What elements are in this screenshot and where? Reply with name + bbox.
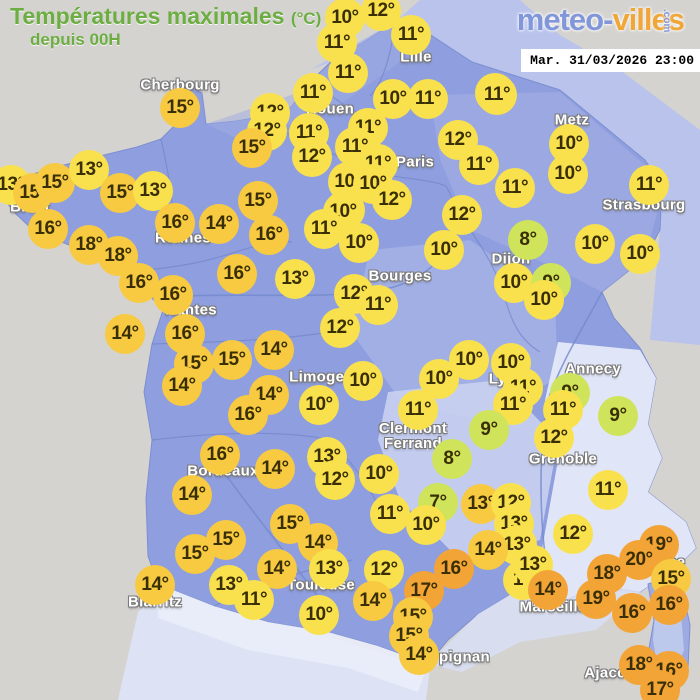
temp-marker-15: 15° — [232, 128, 272, 168]
temp-marker-12: 12° — [292, 137, 332, 177]
temp-marker-14: 14° — [528, 570, 568, 610]
temp-marker-15: 15° — [212, 340, 252, 380]
temp-marker-16: 16° — [249, 215, 289, 255]
temp-marker-15: 15° — [175, 534, 215, 574]
temp-marker-16: 16° — [200, 435, 240, 475]
temp-marker-10: 10° — [359, 454, 399, 494]
temp-marker-11: 11° — [408, 79, 448, 119]
temp-marker-17: 17° — [640, 670, 680, 700]
temp-marker-10: 10° — [373, 79, 413, 119]
temp-marker-13: 13° — [133, 171, 173, 211]
temp-marker-11: 11° — [304, 209, 344, 249]
temp-marker-14: 14° — [255, 449, 295, 489]
temp-marker-11: 11° — [234, 580, 274, 620]
temp-marker-16: 16° — [153, 275, 193, 315]
logo-part-blue: meteo- — [516, 2, 614, 37]
map-header: Températures maximales (°C) depuis 00H — [10, 4, 321, 50]
temp-marker-16: 16° — [649, 585, 689, 625]
temp-marker-10: 10° — [299, 595, 339, 635]
temp-marker-12: 12° — [320, 308, 360, 348]
temp-marker-11: 11° — [588, 470, 628, 510]
temp-marker-11: 11° — [629, 165, 669, 205]
temp-marker-13: 13° — [275, 259, 315, 299]
temp-marker-14: 14° — [353, 581, 393, 621]
temp-marker-14: 14° — [254, 330, 294, 370]
temp-marker-12: 12° — [534, 418, 574, 458]
temp-marker-10: 10° — [406, 505, 446, 545]
temp-marker-11: 11° — [358, 285, 398, 325]
city-label-cherbourg: Cherbourg — [140, 76, 220, 94]
temp-marker-10: 10° — [299, 385, 339, 425]
city-label-bourges: Bourges — [368, 267, 432, 285]
temp-marker-16: 16° — [28, 209, 68, 249]
temp-marker-14: 14° — [135, 565, 175, 605]
temp-marker-11: 11° — [328, 53, 368, 93]
temp-marker-10: 10° — [449, 340, 489, 380]
temp-marker-12: 12° — [442, 195, 482, 235]
temp-marker-16: 16° — [119, 263, 159, 303]
temp-marker-14: 14° — [105, 314, 145, 354]
temp-marker-14: 14° — [468, 530, 508, 570]
temp-marker-16: 16° — [217, 254, 257, 294]
page-title: Températures maximales (°C) — [10, 4, 321, 28]
temp-marker-16: 16° — [612, 593, 652, 633]
logo-dotcom: .com — [660, 9, 672, 33]
temp-marker-9: 9° — [469, 410, 509, 450]
temp-marker-15: 15° — [160, 88, 200, 128]
temp-marker-15: 15° — [238, 181, 278, 221]
temp-marker-11: 11° — [370, 494, 410, 534]
temp-marker-10: 10° — [548, 154, 588, 194]
temp-marker-12: 12° — [315, 460, 355, 500]
temp-marker-8: 8° — [508, 220, 548, 260]
meteo-villes-logo[interactable]: meteo-villes .com — [516, 2, 685, 38]
temp-marker-16: 16° — [434, 549, 474, 589]
temp-marker-14: 14° — [199, 204, 239, 244]
city-label-paris: Paris — [395, 153, 435, 171]
temp-marker-11: 11° — [495, 168, 535, 208]
temp-marker-10: 10° — [575, 224, 615, 264]
temp-marker-14: 14° — [162, 366, 202, 406]
temp-marker-16: 16° — [228, 395, 268, 435]
temp-marker-8: 8° — [432, 439, 472, 479]
logo-part-orange: villes — [612, 2, 685, 37]
temp-marker-10: 10° — [620, 234, 660, 274]
temp-marker-12: 12° — [372, 180, 412, 220]
temp-marker-19: 19° — [576, 579, 616, 619]
timestamp-badge: Mar. 31/03/2026 23:00 — [521, 49, 700, 72]
temp-marker-10: 10° — [524, 280, 564, 320]
temp-marker-14: 14° — [249, 375, 289, 415]
temp-marker-10: 10° — [339, 223, 379, 263]
title-text: Températures maximales — [10, 3, 285, 29]
city-label-metz: Metz — [554, 111, 590, 129]
page-subtitle: depuis 00H — [30, 30, 121, 50]
temp-marker-11: 11° — [477, 75, 517, 115]
temp-marker-11: 11° — [293, 73, 333, 113]
temp-marker-16: 16° — [155, 203, 195, 243]
title-unit: (°C) — [290, 9, 322, 28]
temp-marker-15: 15° — [35, 163, 75, 203]
temp-marker-14: 14° — [172, 475, 212, 515]
shade-pyrenees — [158, 584, 428, 692]
temp-marker-9: 9° — [598, 396, 638, 436]
neighbour-land-ne — [310, 0, 700, 345]
temp-marker-20: 20° — [619, 540, 659, 580]
temp-marker-12: 12° — [553, 514, 593, 554]
city-label-limoges: Limoges — [289, 368, 353, 386]
temp-marker-11: 11° — [398, 390, 438, 430]
temp-marker-10: 10° — [343, 361, 383, 401]
city-label-strasbourg: Strasbourg — [602, 196, 686, 214]
city-label-annecy: Annecy — [565, 360, 621, 378]
temp-marker-10: 10° — [424, 230, 464, 270]
temp-marker-13: 13° — [309, 549, 349, 589]
temp-marker-11: 11° — [391, 15, 431, 55]
temp-marker-11: 11° — [459, 145, 499, 185]
temp-marker-14: 14° — [399, 635, 439, 675]
